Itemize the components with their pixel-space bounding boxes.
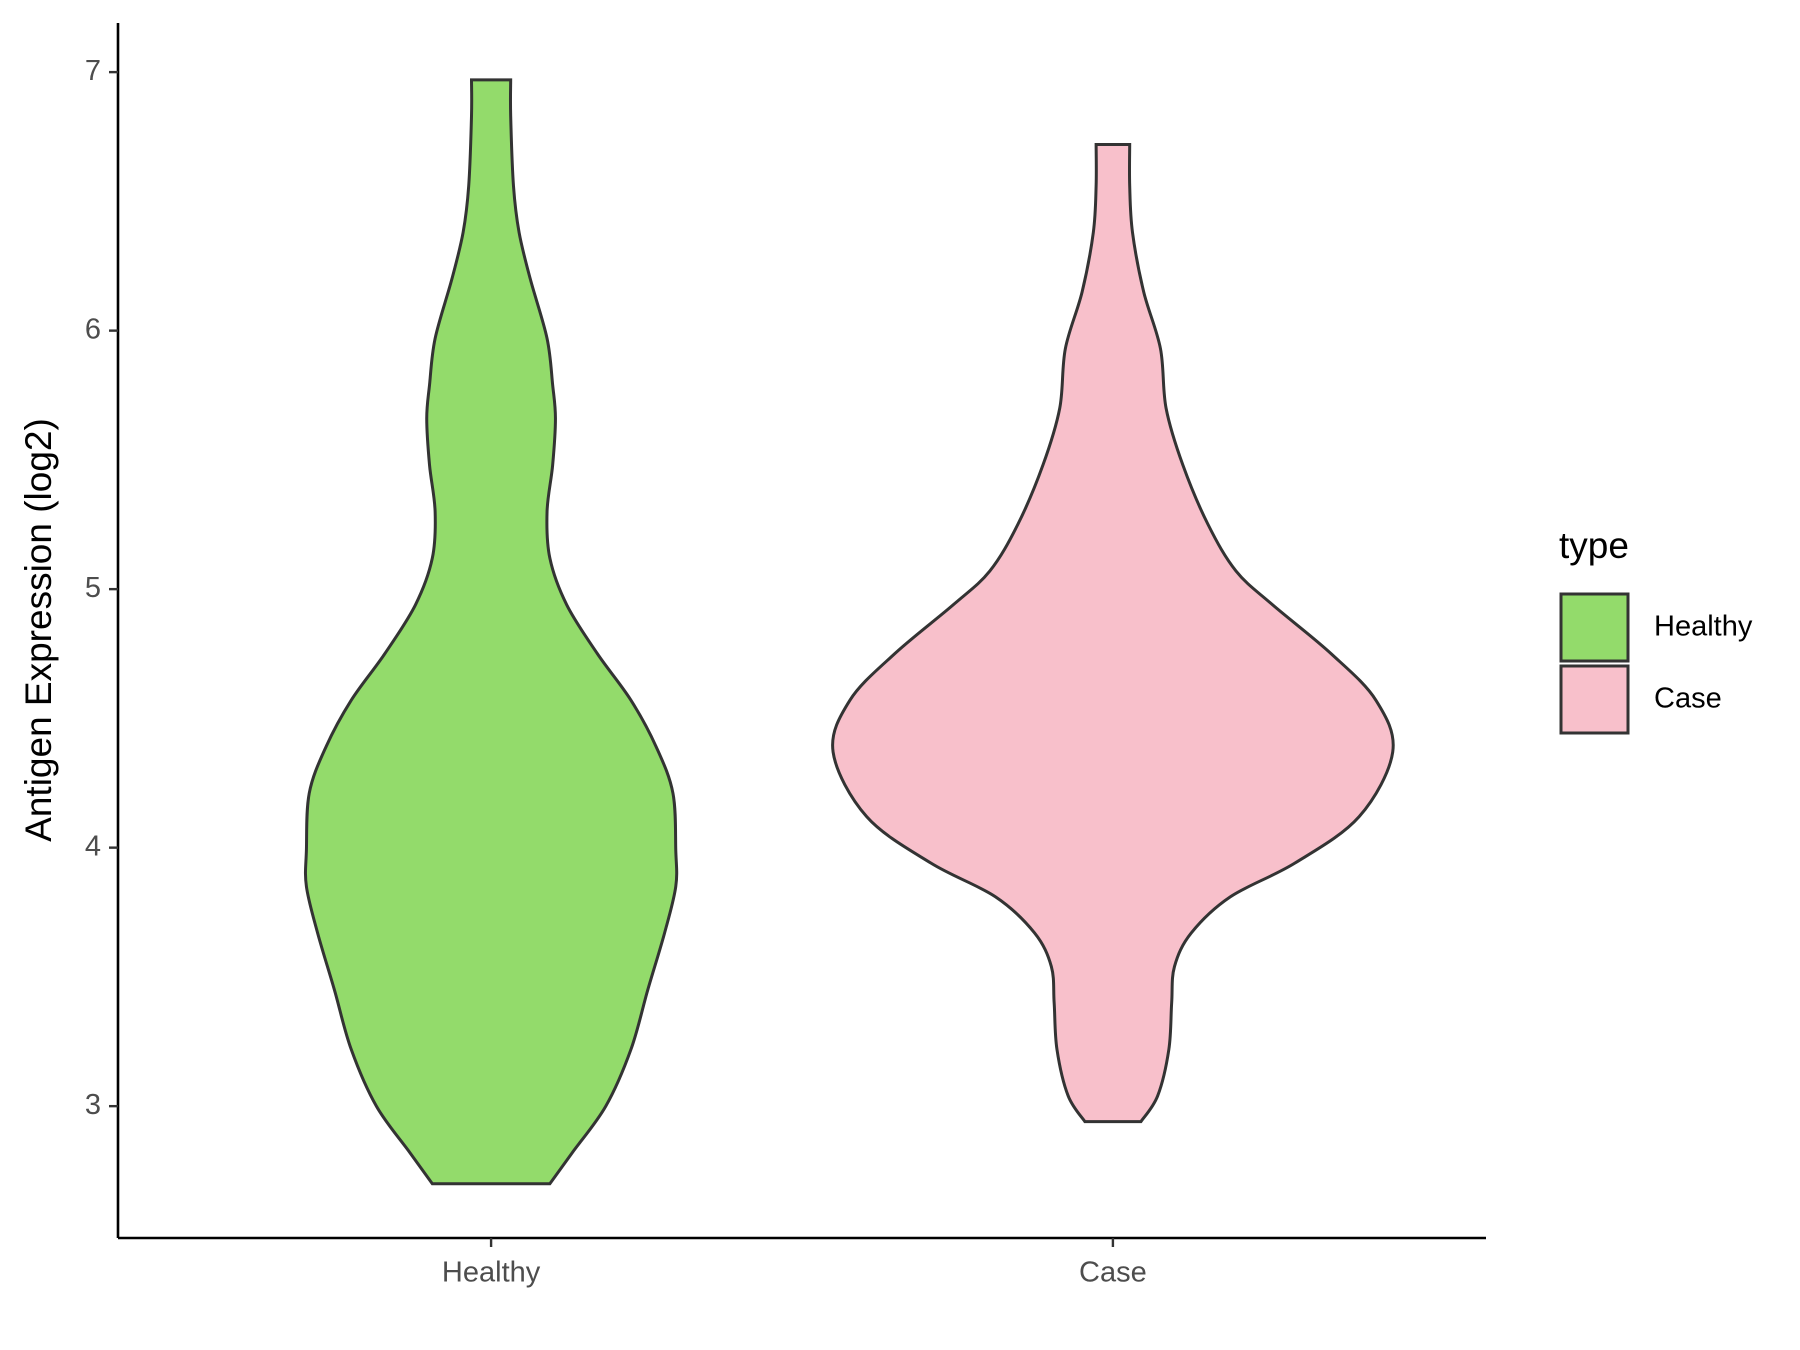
legend-label: Case: [1654, 683, 1722, 715]
legend-key: [1559, 592, 1630, 663]
legend-title: type: [1559, 525, 1629, 566]
legend-label: Healthy: [1654, 611, 1753, 643]
y-tick-label: 6: [85, 313, 101, 345]
legend-key: [1559, 664, 1630, 735]
y-axis-title: Antigen Expression (log2): [18, 418, 59, 842]
y-tick-label: 5: [85, 572, 101, 604]
violin: [831, 143, 1395, 1124]
y-tick-label: 7: [85, 55, 101, 87]
x-tick-label: Healthy: [442, 1257, 541, 1289]
violin: [303, 78, 679, 1186]
y-tick-label: 4: [85, 830, 101, 862]
x-tick-label: Case: [1079, 1257, 1147, 1289]
y-tick-label: 3: [85, 1089, 101, 1121]
